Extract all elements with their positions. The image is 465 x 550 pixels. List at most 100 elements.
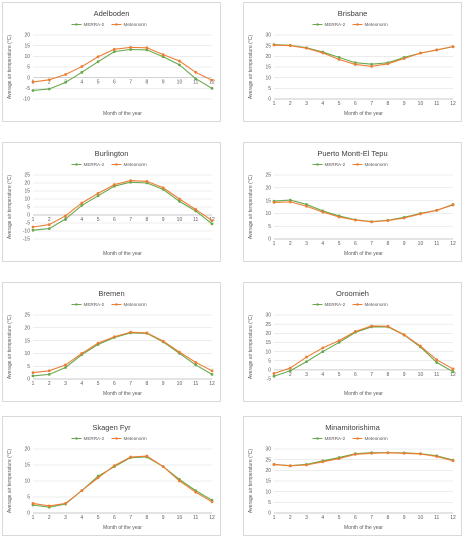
- chart-title: Burlington: [95, 149, 129, 158]
- data-point: [64, 80, 67, 84]
- data-point: [288, 44, 292, 48]
- data-point: [353, 330, 357, 333]
- legend: MERRA-2 Meteonorm: [312, 22, 388, 27]
- data-point: [96, 60, 100, 64]
- chart-svg: Puerto Montt-El Tepu MERRA-2 Meteonorm 0 5 10…: [248, 149, 456, 257]
- data-point: [210, 78, 214, 82]
- x-tick-label: 1: [273, 241, 276, 247]
- data-point: [145, 331, 149, 335]
- x-tick-label: 4: [321, 241, 324, 247]
- legend-marker: [75, 303, 78, 306]
- x-tick-label: 8: [387, 241, 390, 247]
- legend-label: Meteonorm: [124, 162, 147, 167]
- data-point: [210, 372, 214, 376]
- y-tick-label: -5: [267, 377, 272, 383]
- legend-marker: [75, 23, 78, 26]
- x-tick-label: 7: [129, 515, 132, 521]
- data-point: [64, 366, 67, 369]
- x-tick-label: 10: [177, 381, 183, 387]
- x-axis-title: Month of the year: [344, 251, 383, 257]
- legend-marker: [316, 23, 319, 26]
- data-point: [386, 62, 390, 66]
- data-point: [96, 341, 100, 345]
- data-point: [353, 218, 357, 222]
- data-point: [419, 452, 422, 456]
- x-tick-label: 7: [129, 80, 132, 86]
- x-tick-label: 6: [113, 80, 116, 86]
- x-axis-title: Month of the year: [344, 111, 383, 117]
- data-point: [64, 363, 67, 367]
- data-point: [419, 212, 422, 216]
- data-point: [402, 57, 406, 60]
- chart-title: Adelboden: [94, 9, 130, 18]
- legend-marker: [356, 163, 359, 166]
- y-tick-label: 5: [27, 205, 30, 211]
- x-tick-label: 12: [450, 515, 456, 521]
- data-point: [386, 219, 390, 222]
- x-tick-label: 9: [162, 80, 165, 86]
- series-line-meteonorm: [32, 455, 213, 507]
- data-point: [96, 55, 100, 59]
- data-point: [321, 346, 325, 350]
- y-tick-label: 0: [27, 75, 30, 81]
- y-tick-label: 30: [265, 313, 271, 319]
- x-tick-label: 5: [97, 381, 100, 387]
- x-tick-label: 10: [418, 515, 424, 521]
- data-point: [305, 463, 308, 467]
- data-point: [112, 47, 116, 51]
- data-point: [370, 324, 374, 328]
- data-point: [80, 65, 84, 68]
- data-point: [402, 216, 406, 220]
- x-tick-label: 4: [80, 515, 83, 521]
- legend: MERRA-2 Meteonorm: [71, 302, 147, 307]
- series-line-meteonorm: [273, 201, 454, 223]
- data-point: [47, 504, 51, 508]
- data-point: [272, 372, 276, 375]
- chart-panel-5: Bremen MERRA-2 Meteonorm 0 5 10 15 20 25 1 2 3 4 5 6 7 8…: [2, 282, 221, 402]
- x-axis-title: Month of the year: [103, 391, 142, 397]
- data-point: [31, 374, 35, 378]
- x-tick-label: 2: [48, 80, 51, 86]
- legend-label: MERRA-2: [84, 302, 105, 307]
- data-point: [353, 63, 357, 66]
- chart-title: Brisbane: [338, 9, 368, 18]
- x-axis-title: Month of the year: [344, 525, 383, 531]
- chart-panel-8: Minamitorishima MERRA-2 Meteonorm 0 5 10 15 20 2…: [243, 416, 462, 536]
- x-tick-label: 3: [305, 101, 308, 107]
- legend: MERRA-2 Meteonorm: [71, 436, 147, 441]
- data-point: [178, 479, 181, 483]
- x-tick-label: 10: [177, 217, 183, 223]
- data-point: [402, 333, 406, 337]
- data-point: [80, 201, 84, 205]
- y-tick-label: 5: [268, 86, 271, 92]
- chart-panel-4: Puerto Montt-El Tepu MERRA-2 Meteonorm 0 5 10…: [243, 142, 462, 262]
- y-tick-label: 15: [24, 43, 30, 49]
- y-tick-label: 30: [265, 447, 271, 453]
- x-axis-title: Month of the year: [103, 251, 142, 257]
- series-line-merra-2: [32, 456, 213, 508]
- data-point: [112, 335, 116, 339]
- data-point: [321, 210, 325, 214]
- data-point: [161, 55, 165, 59]
- data-point: [288, 464, 292, 468]
- data-point: [210, 369, 214, 373]
- legend-marker: [316, 437, 319, 440]
- data-point: [129, 455, 133, 459]
- data-point: [305, 46, 308, 50]
- data-point: [161, 53, 165, 57]
- y-tick-label: 5: [27, 364, 30, 370]
- y-tick-label: 15: [24, 338, 30, 344]
- data-point: [210, 86, 214, 90]
- data-point: [210, 222, 214, 226]
- data-point: [419, 344, 422, 348]
- x-tick-label: 8: [387, 372, 390, 378]
- data-point: [337, 457, 341, 460]
- data-point: [96, 476, 100, 480]
- x-tick-label: 8: [146, 515, 149, 521]
- x-tick-label: 7: [370, 101, 373, 107]
- x-tick-label: 10: [418, 101, 424, 107]
- data-point: [353, 452, 357, 456]
- x-tick-label: 7: [129, 381, 132, 387]
